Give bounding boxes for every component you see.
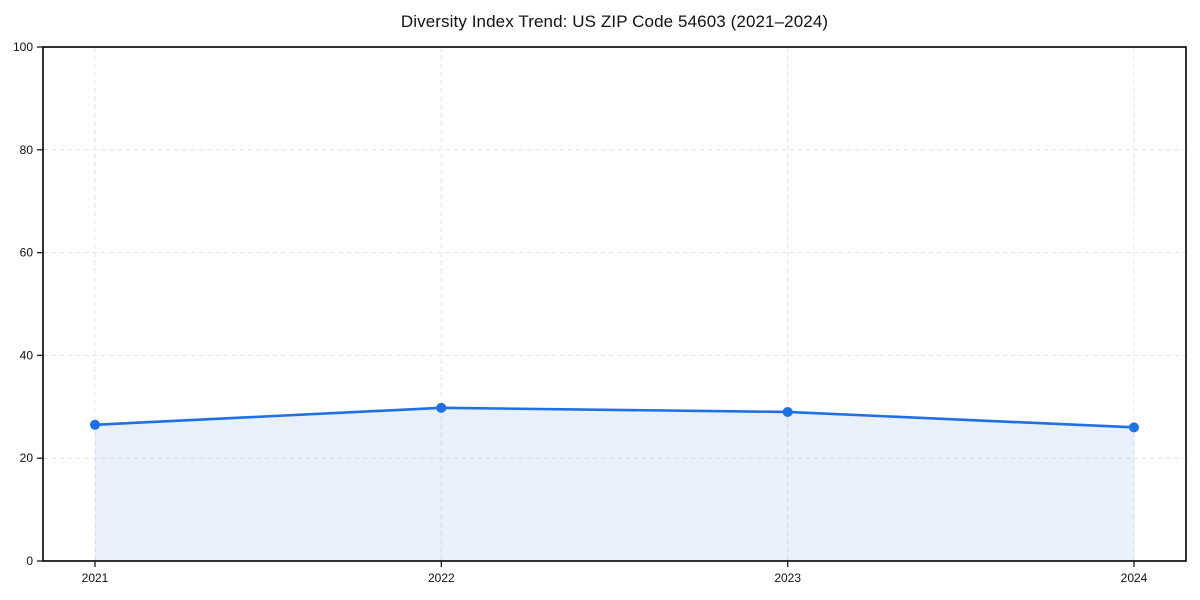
plot-border	[42, 46, 1187, 562]
y-tick-label: 20	[20, 451, 34, 465]
x-tick-label: 2023	[774, 571, 801, 585]
trend-line	[93, 406, 1136, 429]
data-point-2024	[1129, 422, 1139, 433]
x-tick-label: 2024	[1121, 571, 1148, 585]
data-point-2021	[90, 419, 100, 430]
y-tick-label: 100	[13, 40, 33, 54]
y-tick-label: 0	[26, 554, 33, 568]
y-tick-label: 80	[20, 143, 34, 157]
y-tick-label: 60	[20, 246, 34, 260]
chart-title: Diversity Index Trend: US ZIP Code 54603…	[400, 12, 829, 31]
x-tick-label: 2021	[82, 571, 109, 585]
x-tick-label: 2022	[428, 571, 455, 585]
data-point-2023	[782, 406, 793, 417]
data-point-2022	[436, 402, 447, 413]
area-fill	[95, 407, 1134, 561]
y-tick-label: 40	[20, 348, 34, 362]
